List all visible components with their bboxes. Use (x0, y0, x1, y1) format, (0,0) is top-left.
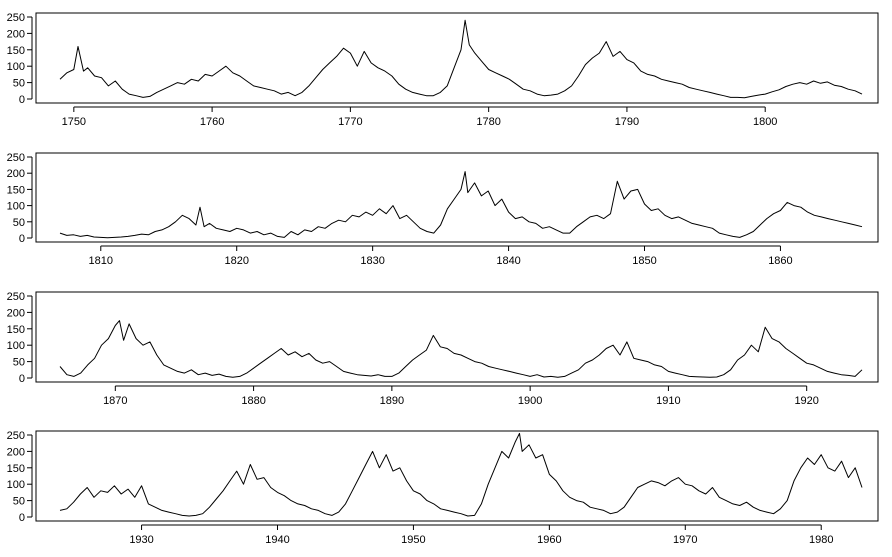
y-tick-label: 100 (7, 201, 25, 213)
y-axis-ticks: 0 50 100 150 200 250 (7, 430, 32, 524)
x-axis-ticks: 1930 1940 1950 1960 1970 1980 (129, 525, 833, 546)
y-tick-label: 50 (13, 357, 25, 369)
plot-frame (35, 152, 879, 243)
x-tick-label: 1750 (62, 116, 86, 128)
chart-panel-1807-1866: 0 50 100 150 200 250 1810 1820 1830 1840 1850 1860 (7, 152, 879, 267)
x-tick-label: 1770 (338, 116, 362, 128)
chart-panel-1924-1983: 0 50 100 150 200 250 1930 1940 1950 1960 1970 1980 (7, 430, 879, 546)
y-tick-label: 100 (7, 61, 25, 73)
y-tick-label: 150 (7, 324, 25, 336)
sunspot-series-line (59, 171, 863, 239)
x-tick-label: 1910 (656, 395, 680, 407)
x-tick-label: 1930 (129, 534, 153, 546)
x-tick-label: 1890 (380, 395, 404, 407)
x-tick-label: 1800 (753, 116, 777, 128)
y-tick-label: 100 (7, 479, 25, 491)
x-tick-label: 1820 (224, 255, 248, 267)
series-group (59, 171, 863, 239)
sunspot-series-line (59, 320, 863, 378)
chart-panel-1749-1807: 0 50 100 150 200 250 1750 1760 1770 1780 1790 1800 (7, 12, 879, 128)
y-axis-ticks: 0 50 100 150 200 250 (7, 12, 32, 106)
y-tick-label: 200 (7, 307, 25, 319)
x-tick-label: 1760 (200, 116, 224, 128)
x-tick-label: 1780 (476, 116, 500, 128)
x-tick-label: 1970 (673, 534, 697, 546)
y-axis-ticks: 0 50 100 150 200 250 (7, 291, 32, 385)
y-tick-label: 200 (7, 168, 25, 180)
x-tick-label: 1880 (241, 395, 265, 407)
series-group (59, 432, 863, 517)
y-tick-label: 0 (19, 373, 25, 385)
x-tick-label: 1920 (794, 395, 818, 407)
y-tick-label: 250 (7, 12, 25, 24)
plot-frame (35, 291, 879, 383)
y-tick-label: 150 (7, 184, 25, 196)
x-tick-label: 1790 (615, 116, 639, 128)
y-tick-label: 200 (7, 446, 25, 458)
x-axis-ticks: 1750 1760 1770 1780 1790 1800 (62, 107, 777, 128)
x-axis-ticks: 1870 1880 1890 1900 1910 1920 (103, 386, 819, 407)
y-axis-ticks: 0 50 100 150 200 250 (7, 152, 32, 245)
x-tick-label: 1870 (103, 395, 127, 407)
y-tick-label: 50 (13, 496, 25, 508)
x-tick-label: 1850 (632, 255, 656, 267)
x-tick-label: 1810 (89, 255, 113, 267)
sunspot-series-line (59, 19, 863, 99)
x-tick-label: 1980 (809, 534, 833, 546)
plot-frame (35, 12, 879, 104)
y-tick-label: 0 (19, 233, 25, 245)
x-tick-label: 1840 (496, 255, 520, 267)
x-tick-label: 1950 (401, 534, 425, 546)
y-tick-label: 50 (13, 217, 25, 229)
chart-panel-1866-1924: 0 50 100 150 200 250 1870 1880 1890 1900 1910 1920 (7, 291, 879, 407)
y-tick-label: 250 (7, 430, 25, 442)
series-group (59, 19, 863, 99)
x-tick-label: 1960 (537, 534, 561, 546)
y-tick-label: 100 (7, 340, 25, 352)
series-group (59, 320, 863, 378)
y-tick-label: 0 (19, 94, 25, 106)
sunspot-series-line (59, 432, 863, 517)
x-tick-label: 1940 (265, 534, 289, 546)
y-tick-label: 50 (13, 78, 25, 90)
y-tick-label: 250 (7, 291, 25, 303)
y-tick-label: 200 (7, 28, 25, 40)
y-tick-label: 150 (7, 45, 25, 57)
y-tick-label: 0 (19, 512, 25, 524)
y-tick-label: 250 (7, 152, 25, 164)
x-tick-label: 1860 (768, 255, 792, 267)
x-tick-label: 1900 (518, 395, 542, 407)
x-tick-label: 1830 (360, 255, 384, 267)
plot-frame (35, 430, 879, 522)
x-axis-ticks: 1810 1820 1830 1840 1850 1860 (89, 246, 793, 267)
y-tick-label: 150 (7, 463, 25, 475)
